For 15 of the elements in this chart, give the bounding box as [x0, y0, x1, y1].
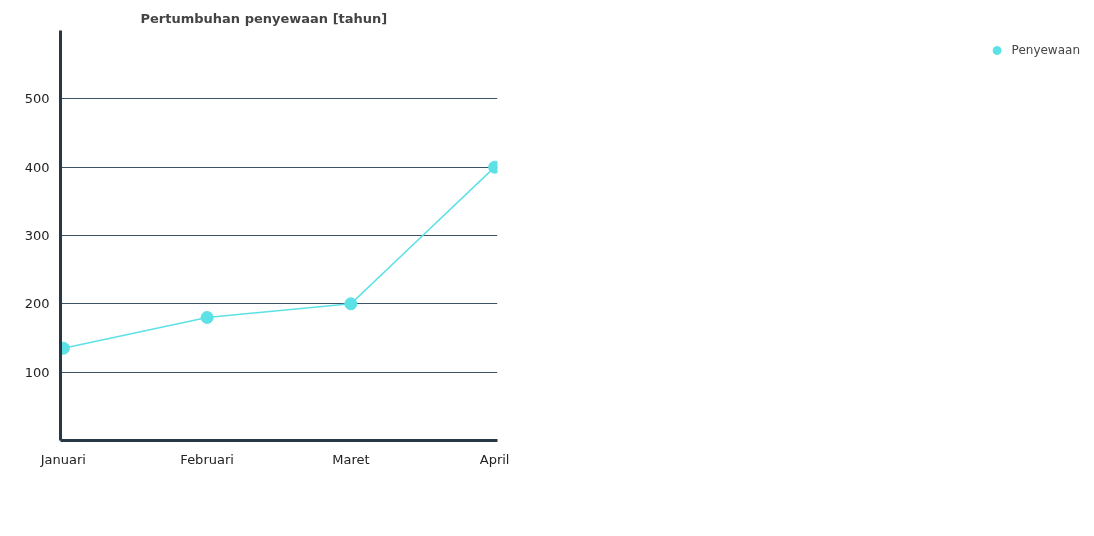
chart-title: Pertumbuhan penyewaan [tahun] — [140, 10, 388, 26]
legend-label: Penyewaan — [1011, 43, 1080, 57]
point — [488, 160, 498, 174]
x-tick-label: April — [479, 451, 510, 467]
y-tick-label: 200 — [24, 296, 50, 312]
point — [60, 341, 70, 355]
point — [200, 311, 214, 324]
y-tick-label: 300 — [24, 228, 50, 243]
y-tick-label: 500 — [24, 91, 50, 107]
x-tick-label: Februari — [180, 451, 234, 467]
x-tick-label: Januari — [39, 451, 86, 467]
x-tick-label: Maret — [332, 451, 370, 467]
y-tick-label: 100 — [24, 364, 50, 380]
point — [344, 297, 358, 311]
y-tick-label: 400 — [24, 159, 50, 175]
